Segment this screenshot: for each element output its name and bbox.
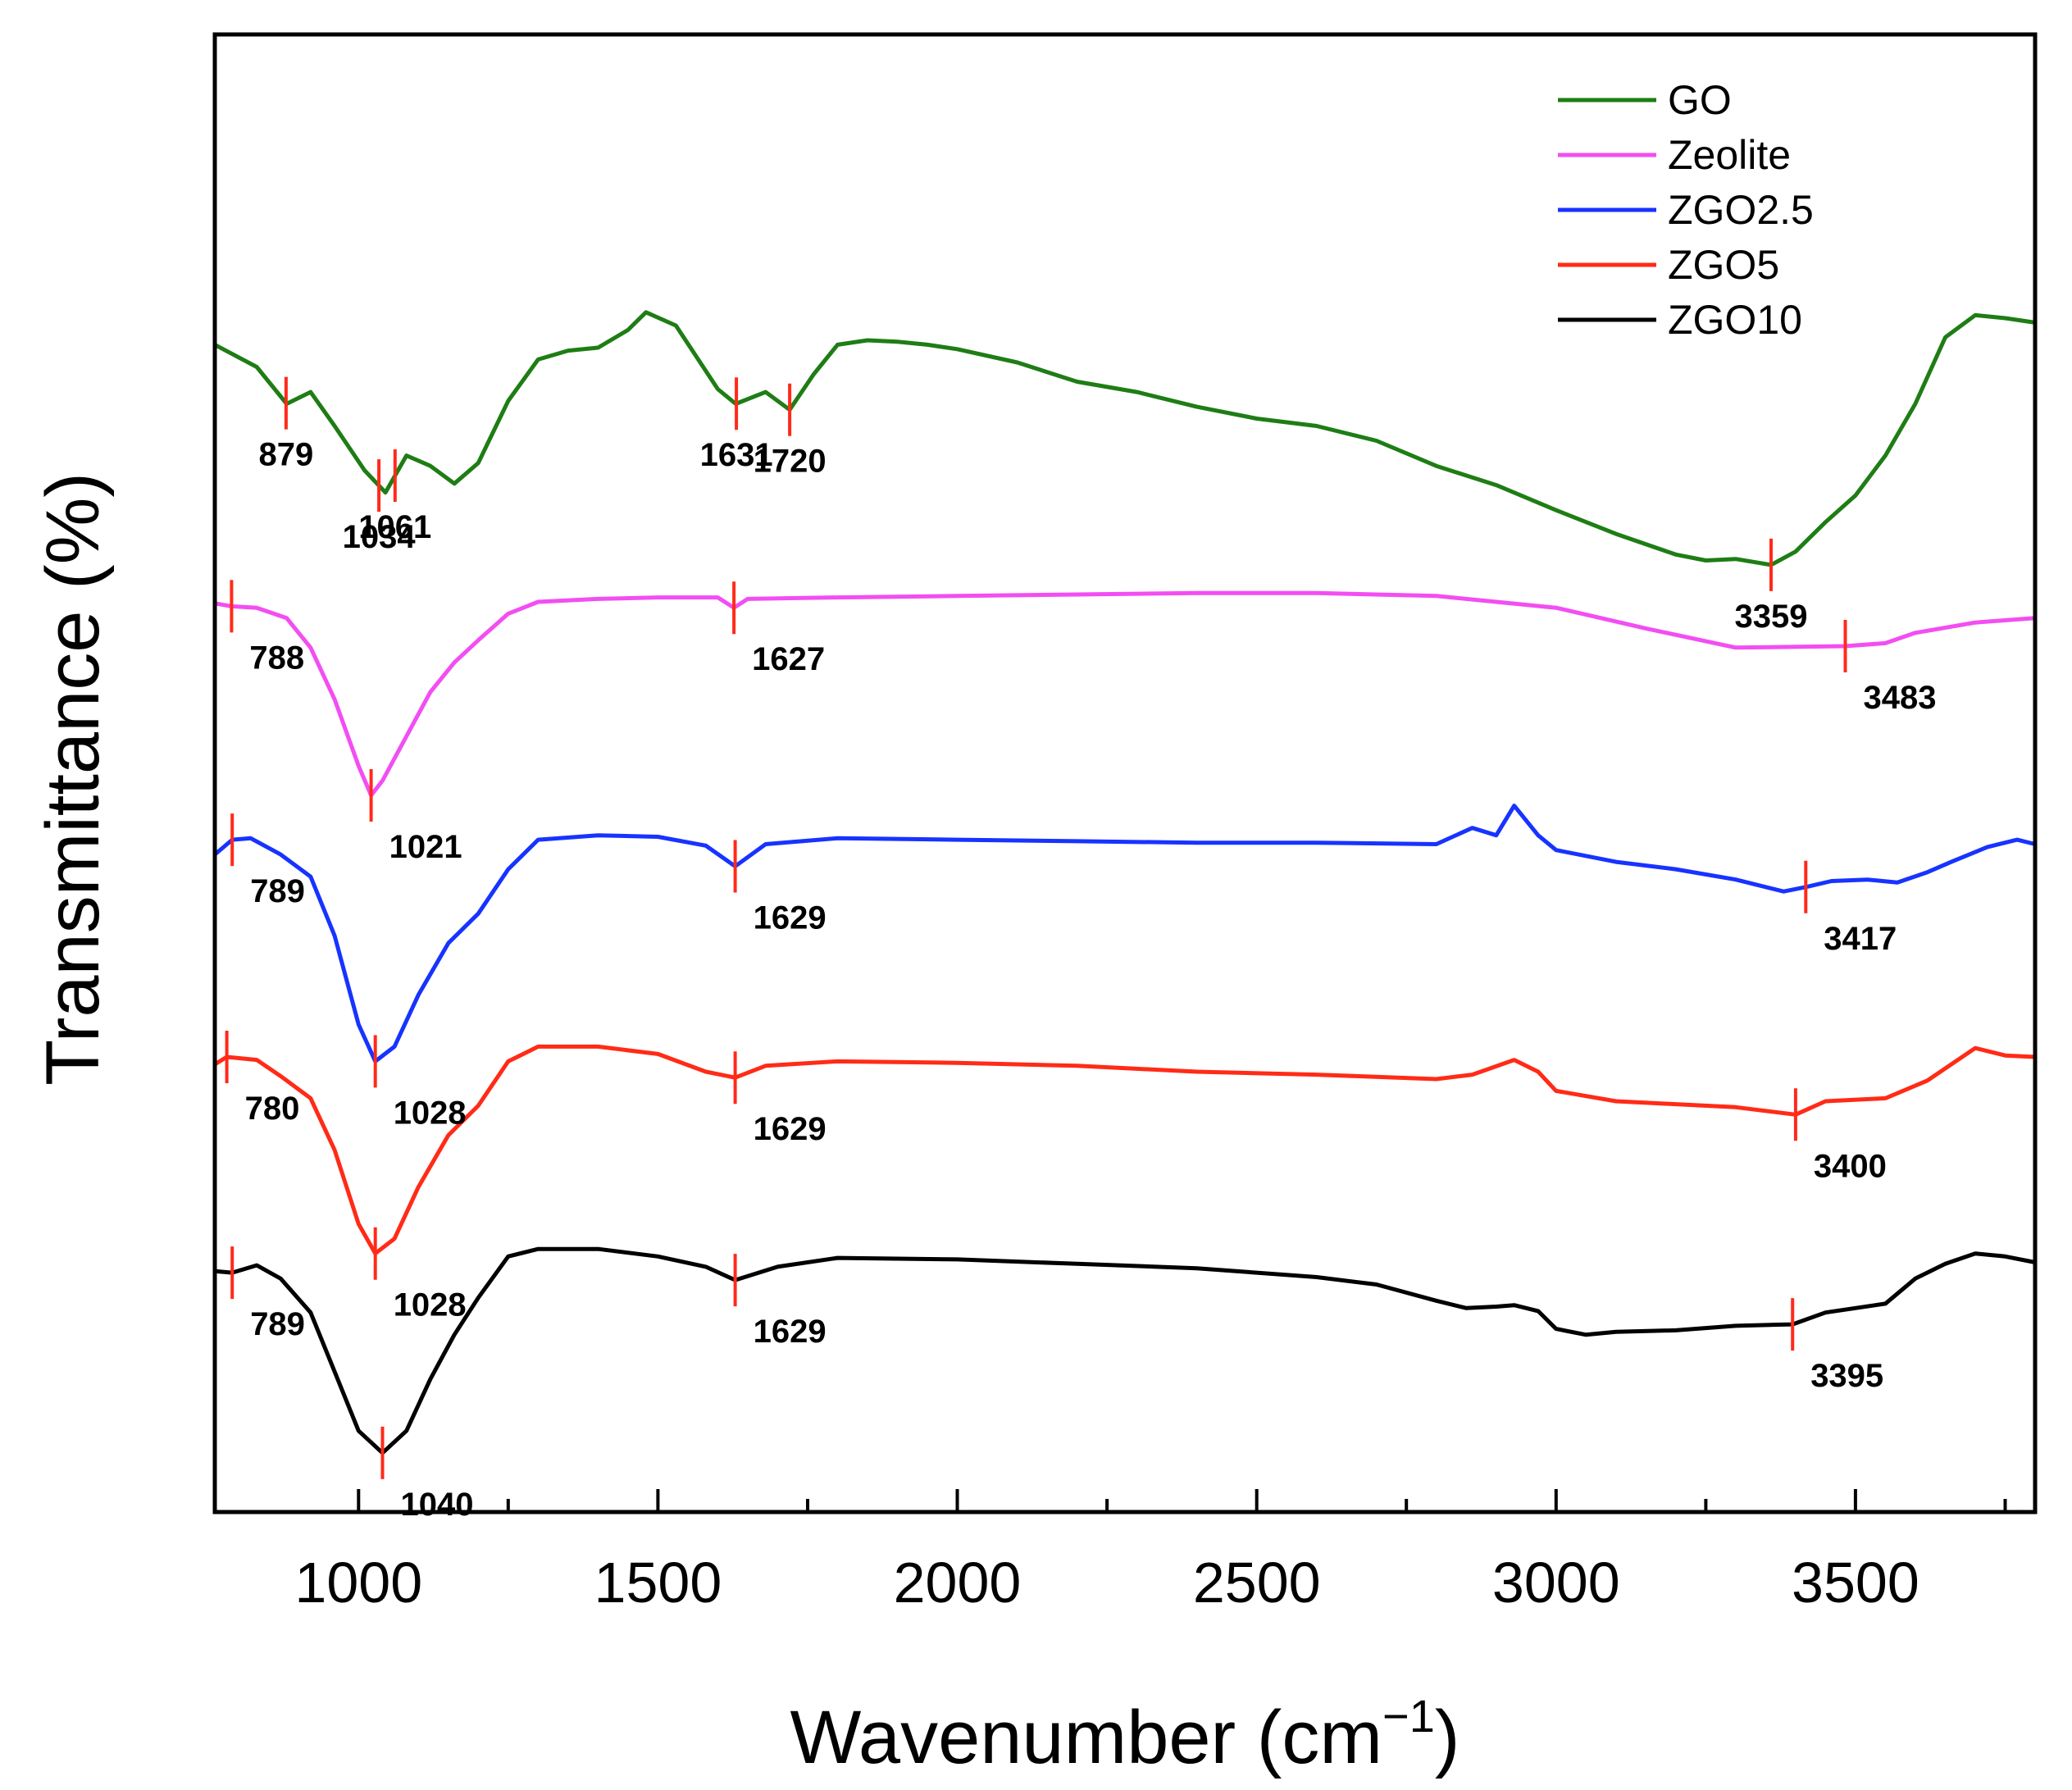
peak-label-zeolite-788: 788 — [249, 640, 304, 676]
peak-label-zeolite-3483: 3483 — [1864, 680, 1937, 716]
series-line-go — [212, 310, 2038, 567]
x-axis-title-close: ) — [1435, 1696, 1460, 1779]
peak-label-zgo5-1629: 1629 — [754, 1111, 827, 1147]
x-axis-title-main: Wavenumber (cm — [790, 1696, 1382, 1779]
x-tick-label-2500: 2500 — [1193, 1551, 1321, 1615]
peak-label-go-1034: 1034 — [343, 519, 417, 555]
peak-label-zgo5-1028: 1028 — [394, 1287, 467, 1323]
peak-label-zgo2-5-1028: 1028 — [394, 1095, 467, 1131]
legend: GO Zeolite ZGO2.5 ZGO5 ZGO10 — [1558, 77, 1814, 343]
plot-frame — [212, 32, 2038, 1514]
x-tick-label-3500: 3500 — [1792, 1551, 1919, 1615]
x-tick-label-1000: 1000 — [294, 1551, 422, 1615]
peak-label-zgo2-5-1629: 1629 — [754, 900, 827, 936]
legend-label-go: GO — [1668, 77, 1732, 123]
peak-label-zgo10-3395: 3395 — [1810, 1358, 1883, 1394]
x-axis-title: Wavenumber (cm−1) — [790, 1690, 1460, 1779]
y-axis-title: Transmittance (%) — [31, 472, 115, 1086]
peak-label-zgo10-789: 789 — [250, 1306, 305, 1342]
peak-label-zgo5-780: 780 — [245, 1091, 300, 1127]
peak-label-zgo10-1629: 1629 — [754, 1314, 827, 1350]
peak-label-go-1631: 1631 — [700, 437, 773, 473]
legend-label-zgo10: ZGO10 — [1668, 297, 1802, 343]
peak-label-zgo10-1040: 1040 — [401, 1487, 474, 1523]
x-tick-label-1500: 1500 — [594, 1551, 722, 1615]
peak-label-go-1061: 1061 — [358, 509, 431, 545]
peak-label-go-1720: 1720 — [754, 444, 827, 480]
series-line-zgo5 — [212, 1044, 2038, 1256]
x-axis-ticks: 1000 1500 2000 2500 3000 3500 — [294, 1489, 2007, 1615]
x-tick-label-2000: 2000 — [894, 1551, 1022, 1615]
peak-label-zeolite-1021: 1021 — [389, 829, 462, 865]
peak-label-zgo2-5-3417: 3417 — [1824, 921, 1897, 957]
legend-label-zgo5: ZGO5 — [1668, 242, 1779, 288]
legend-label-zeolite: Zeolite — [1668, 132, 1791, 178]
peak-label-zgo2-5-789: 789 — [250, 873, 305, 909]
peak-label-zgo5-3400: 3400 — [1814, 1148, 1887, 1184]
legend-label-zgo2-5: ZGO2.5 — [1668, 187, 1814, 233]
peak-label-go-3359: 3359 — [1735, 599, 1808, 635]
series-line-zeolite — [212, 590, 2038, 798]
x-tick-label-3000: 3000 — [1492, 1551, 1620, 1615]
peak-label-zeolite-1627: 1627 — [752, 641, 825, 677]
x-axis-title-superscript: −1 — [1382, 1690, 1435, 1742]
peak-label-go-879: 879 — [259, 437, 314, 473]
